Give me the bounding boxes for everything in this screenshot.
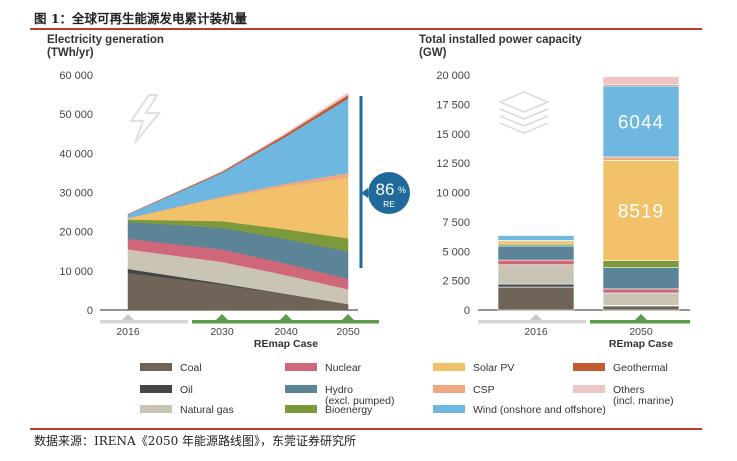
right-y-tick-label: 0 — [464, 305, 470, 317]
left-x-tick-marker — [280, 314, 292, 320]
bar-2016-wind — [497, 234, 575, 241]
right-y-tick-label: 5 000 — [442, 246, 470, 258]
left-y-tick-label: 30 000 — [59, 188, 93, 200]
right-y-tick-label: 2 500 — [442, 276, 470, 288]
right-y-tick-label: 15 000 — [436, 129, 470, 141]
right-y-tick-label: 7 500 — [442, 217, 470, 229]
bar-2050-coal — [602, 305, 680, 311]
left-chart-unit: (TWh/yr) — [47, 47, 94, 59]
legend-swatch-hydro — [285, 385, 317, 393]
left-x-tick-label: 2016 — [116, 326, 140, 338]
left-y-tick-label: 40 000 — [59, 148, 93, 160]
left-chart-title: Electricity generation — [47, 34, 164, 46]
legend-swatch-others — [573, 385, 605, 393]
bar-2050-nuclear — [602, 288, 680, 294]
legend-swatch-nuclear — [285, 363, 317, 371]
left-x-tick-marker — [216, 314, 228, 320]
right-x-case-label: REmap Case — [609, 338, 673, 350]
legend-sublabel-hydro: (excl. pumped) — [325, 395, 394, 407]
bar-2050-solar-pv — [602, 160, 680, 262]
legend-label-bioenergy: Bioenergy — [325, 404, 373, 416]
source-note: 数据来源：IRENA《2050 年能源路线图》，东莞证券研究所 — [34, 434, 357, 448]
left-x-tick-label: 2040 — [274, 326, 298, 338]
left-x-tick-label: 2030 — [210, 326, 234, 338]
right-y-tick-label: 10 000 — [436, 188, 470, 200]
bar-2050-csp — [602, 156, 680, 161]
legend-sublabel-others: (incl. marine) — [613, 395, 674, 407]
legend-label-natural-gas: Natural gas — [180, 404, 234, 416]
data-label-solar-pv: 8519 — [618, 202, 664, 223]
re-badge-unit: % — [398, 185, 406, 195]
bar-2050-hydro — [602, 267, 680, 290]
re-badge-value: 86 — [376, 180, 395, 199]
right-x-tick-marker — [530, 314, 542, 320]
legend-swatch-csp — [433, 385, 465, 393]
left-y-tick-label: 60 000 — [59, 70, 93, 82]
right-x-baseline-grey — [478, 320, 586, 324]
legend-label-coal: Coal — [180, 362, 202, 374]
legend-label-others: Others — [613, 384, 645, 396]
left-x-tick-marker — [342, 314, 354, 320]
bar-2016-others — [497, 234, 575, 236]
top-rule — [30, 28, 702, 30]
left-y-tick-label: 0 — [87, 305, 93, 317]
left-area-series — [127, 92, 349, 311]
legend-swatch-natural-gas — [140, 405, 172, 413]
bar-2050-wind — [602, 85, 680, 158]
right-y-tick-label: 20 000 — [436, 70, 470, 82]
bar-2050-others — [602, 76, 680, 86]
left-x-tick-marker — [122, 314, 134, 320]
right-x-tick-label: 2016 — [524, 326, 548, 338]
left-y-tick-label: 10 000 — [59, 266, 93, 278]
re-badge-pointer — [361, 188, 368, 198]
legend-swatch-solar-pv — [433, 363, 465, 371]
bar-2016-hydro — [497, 245, 575, 261]
right-x-tick-label: 2050 — [629, 326, 653, 338]
legend-swatch-oil — [140, 385, 172, 393]
left-x-tick-label: 2050 — [336, 326, 360, 338]
left-x-case-label: REmap Case — [254, 338, 318, 350]
left-axes: 0 10 000 20 000 30 000 40 000 50 000 60 000 201… — [59, 70, 379, 350]
legend-label-wind: Wind (onshore and offshore) — [473, 404, 606, 416]
legend-label-geothermal: Geothermal — [613, 362, 668, 374]
legend: Coal Oil Natural gas Nuclear Hydro(excl. pum… — [140, 362, 674, 416]
bar-2016-nuclear — [497, 259, 575, 266]
left-x-baseline-green — [192, 320, 379, 324]
left-y-tick-label: 20 000 — [59, 227, 93, 239]
area-series-others — [127, 92, 349, 215]
figure-title: 图 1：全球可再生能源发电累计装机量 — [34, 11, 248, 26]
right-x-baseline-green — [590, 320, 690, 324]
legend-swatch-bioenergy — [285, 405, 317, 413]
bar-2050-bioenergy — [602, 260, 680, 269]
legend-label-oil: Oil — [180, 384, 193, 396]
bar-2016-natural-gas — [497, 264, 575, 285]
right-chart-title: Total installed power capacity — [419, 34, 582, 46]
right-chart-unit: (GW) — [419, 47, 447, 59]
right-x-tick-marker — [635, 314, 647, 320]
bar-2016-coal — [497, 286, 575, 311]
bar-2016-solar-pv — [497, 240, 575, 245]
legend-label-hydro: Hydro — [325, 384, 353, 396]
right-y-tick-label: 17 500 — [436, 99, 470, 111]
data-label-wind: 6044 — [618, 113, 664, 134]
legend-swatch-coal — [140, 363, 172, 371]
lightning-icon — [129, 94, 162, 144]
left-y-tick-label: 50 000 — [59, 109, 93, 121]
stacked-layers-icon — [498, 91, 550, 134]
bar-2050-natural-gas — [602, 292, 680, 306]
right-y-tick-label: 12 500 — [436, 158, 470, 170]
right-bar-series: 8519 6044 — [497, 76, 680, 311]
bar-2016-oil — [497, 283, 575, 288]
legend-label-nuclear: Nuclear — [325, 362, 362, 374]
legend-swatch-wind — [433, 405, 465, 413]
legend-label-csp: CSP — [473, 384, 495, 396]
re-badge — [368, 172, 410, 214]
legend-label-solar-pv: Solar PV — [473, 362, 514, 374]
left-x-baseline-grey — [100, 320, 188, 324]
legend-swatch-geothermal — [573, 363, 605, 371]
bottom-rule — [30, 428, 702, 430]
re-badge-label: RE — [383, 199, 395, 209]
